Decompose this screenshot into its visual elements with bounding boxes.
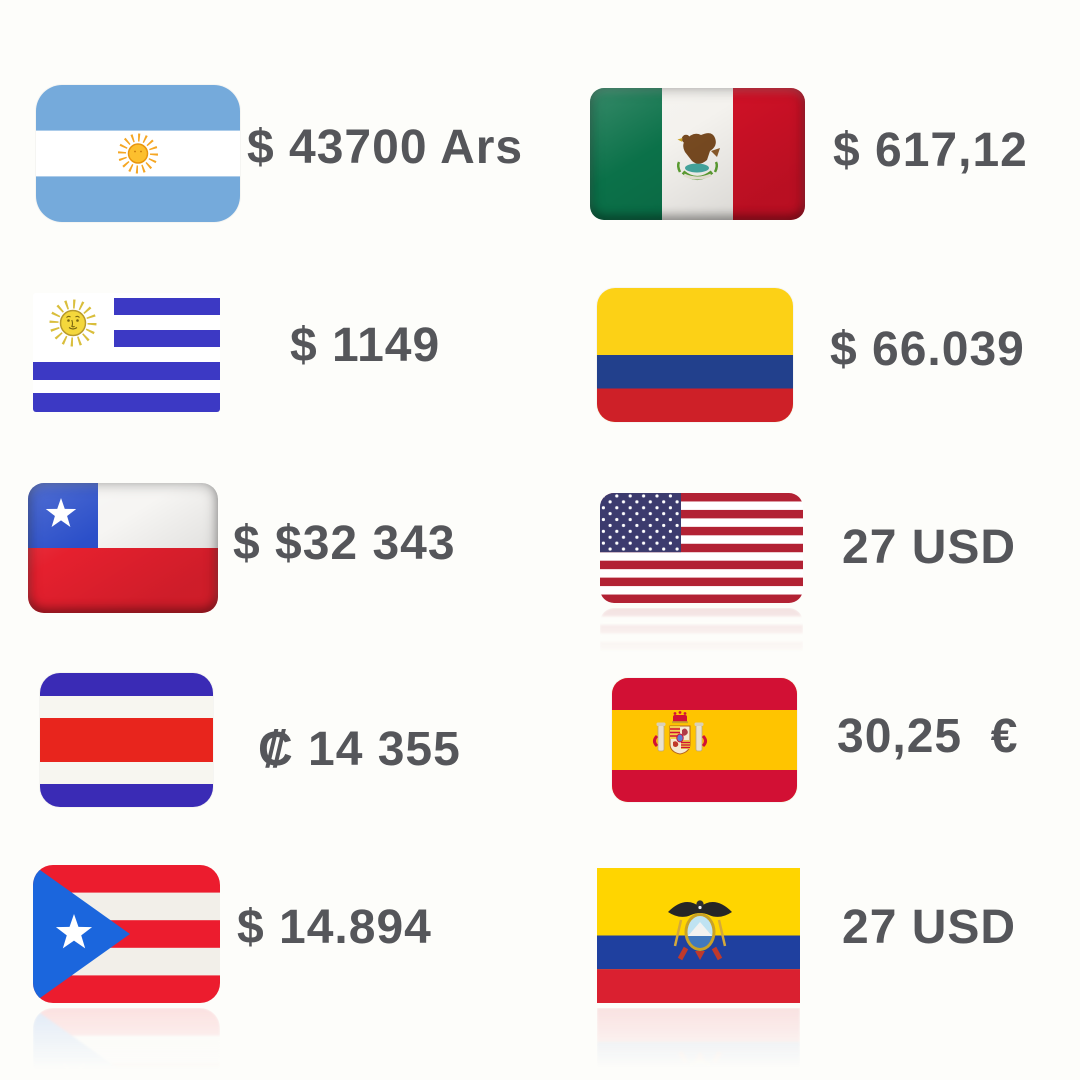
costa-rica-price-label: ₡ 14 355: [258, 723, 461, 776]
ecuador-flag-icon-reflection: [597, 1008, 800, 1080]
mexico-flag-icon: [590, 88, 805, 220]
ecuador-flag-icon: [597, 868, 800, 1003]
spain-flag-icon: [612, 678, 797, 802]
uruguay-flag-icon: [33, 293, 220, 412]
uruguay-price-label: $ 1149: [290, 319, 441, 372]
argentina-flag-icon: [36, 85, 240, 222]
ecuador-price-label: 27 USD: [842, 901, 1017, 954]
colombia-price-label: $ 66.039: [830, 323, 1025, 376]
colombia-flag-icon: [597, 288, 793, 422]
puerto-rico-price-label: $ 14.894: [237, 901, 432, 954]
usa-flag-icon: [600, 493, 803, 603]
usa-price-label: 27 USD: [842, 521, 1017, 574]
spain-price-label: 30,25 €: [837, 710, 1019, 763]
argentina-price-label: $ 43700 Ars: [247, 121, 524, 174]
chile-price-label: $ $32 343: [233, 517, 456, 570]
mexico-price-label: $ 617,12: [833, 124, 1028, 177]
chile-flag-icon: [28, 483, 218, 613]
puerto-rico-flag-icon: [33, 865, 220, 1003]
puerto-rico-flag-icon-reflection: [33, 1008, 220, 1080]
costa-rica-flag-icon: [40, 673, 213, 807]
